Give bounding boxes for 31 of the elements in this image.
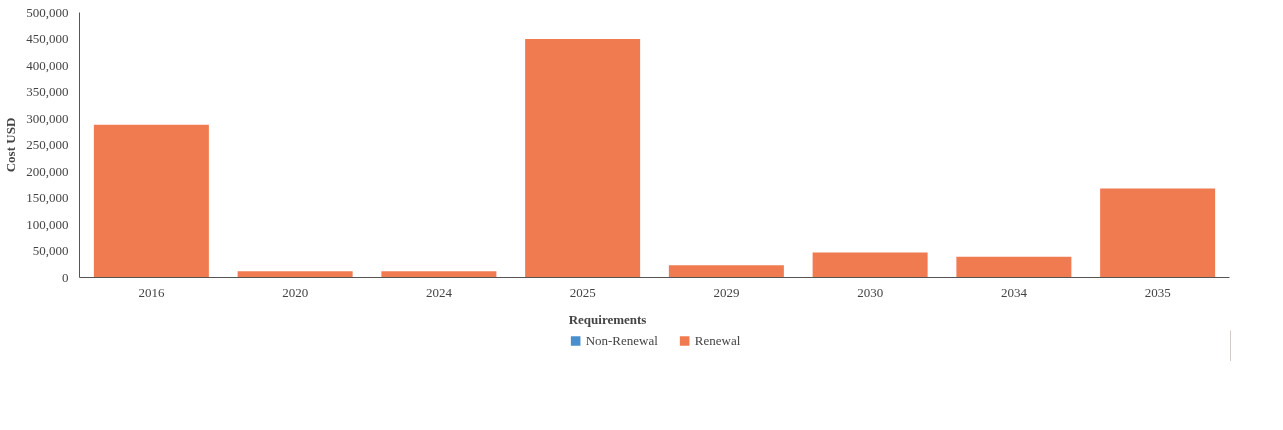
x-tick-label: 2035 bbox=[1144, 284, 1171, 300]
bar bbox=[525, 39, 641, 278]
x-tick-label: 2029 bbox=[713, 284, 740, 300]
x-tick-label: 2030 bbox=[857, 284, 884, 300]
legend-label: Non-Renewal bbox=[585, 332, 658, 349]
y-tick-label: 150,000 bbox=[26, 190, 69, 205]
bar bbox=[812, 252, 928, 278]
bar bbox=[381, 271, 497, 278]
y-tick-label: 500,000 bbox=[26, 4, 69, 20]
bar bbox=[1100, 188, 1216, 278]
bar bbox=[237, 271, 353, 278]
y-tick-label: 450,000 bbox=[26, 31, 69, 46]
y-tick-label: 100,000 bbox=[26, 216, 69, 232]
x-tick-label: 2034 bbox=[1000, 284, 1028, 300]
x-tick-label: 2016 bbox=[138, 284, 165, 300]
bar bbox=[668, 265, 784, 278]
x-tick-label: 2020 bbox=[282, 284, 309, 300]
y-tick-label: 250,000 bbox=[26, 137, 69, 152]
y-tick-label: 50,000 bbox=[32, 243, 69, 258]
y-tick-label: 200,000 bbox=[26, 163, 69, 179]
legend-label: Renewal bbox=[694, 332, 741, 349]
y-tick-label: 400,000 bbox=[26, 57, 69, 73]
y-tick-label: 0 bbox=[62, 269, 69, 285]
y-tick-label: 300,000 bbox=[26, 110, 69, 126]
y-tick-label: 350,000 bbox=[26, 84, 69, 99]
legend-title: Requirements bbox=[568, 311, 648, 328]
x-tick-label: 2024 bbox=[425, 284, 453, 300]
bar bbox=[956, 256, 1072, 278]
bar bbox=[93, 124, 209, 278]
y-axis-title: Cost USD bbox=[3, 117, 19, 173]
x-tick-label: 2025 bbox=[569, 284, 596, 300]
